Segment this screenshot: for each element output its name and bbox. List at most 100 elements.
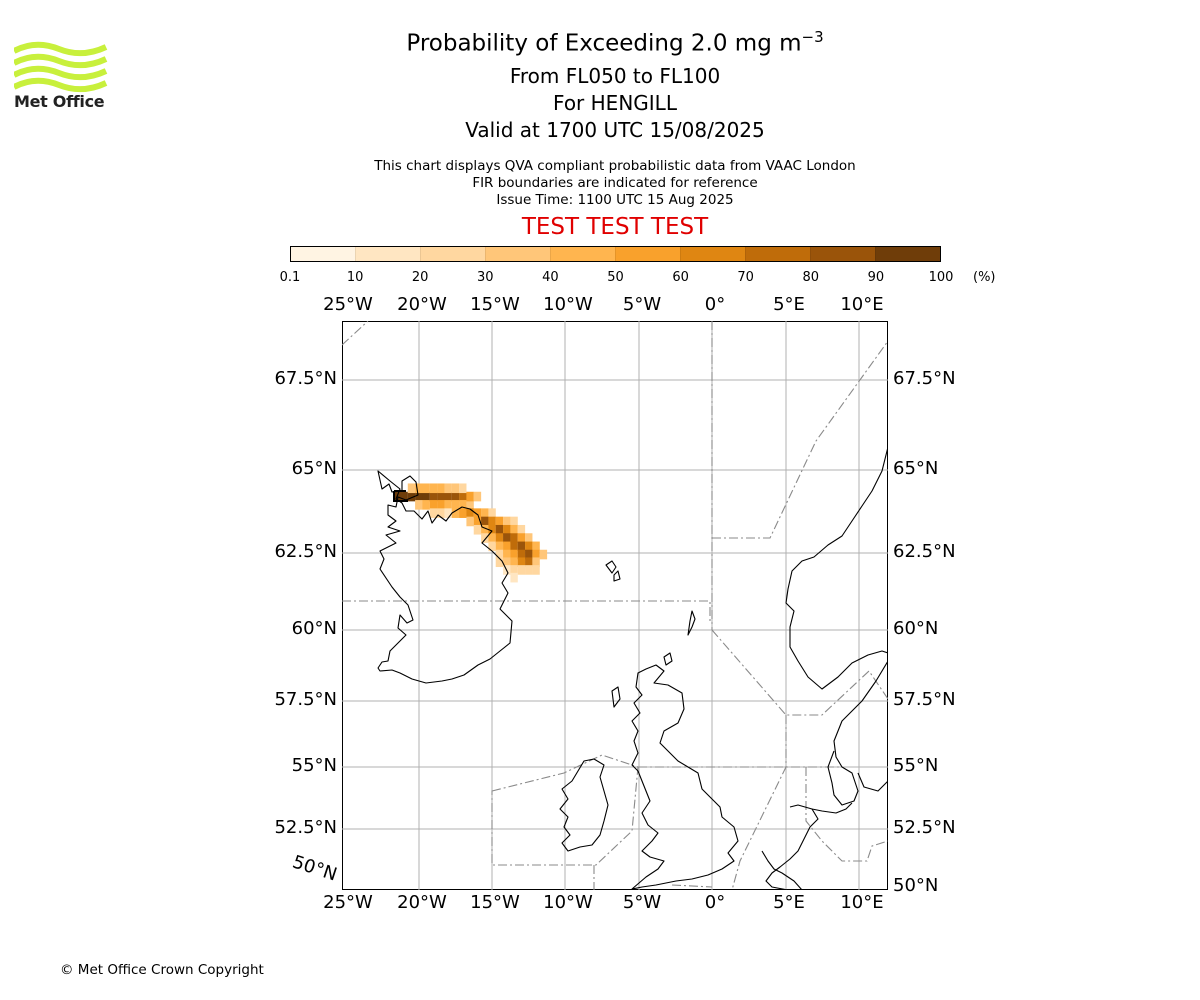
fir-line-norway <box>712 340 888 539</box>
test-banner: TEST TEST TEST <box>521 214 709 240</box>
plume-cell <box>451 483 460 494</box>
plume-cell <box>437 508 445 518</box>
plume-cell <box>473 508 482 518</box>
fir-note: FIR boundaries are indicated for referen… <box>472 175 758 191</box>
logo-wave-2 <box>14 53 108 69</box>
plume-cell <box>532 549 540 560</box>
plume-cell <box>517 565 526 575</box>
lon-label-bottom: 20°W <box>397 892 447 913</box>
lon-label-bottom: 15°W <box>470 892 520 913</box>
coast-germany <box>811 802 853 814</box>
colorbar-tick-label: 0.1 <box>279 270 301 285</box>
plume-cell <box>510 557 518 568</box>
fir-line-north-sea <box>711 629 888 716</box>
plume-cell <box>510 541 518 552</box>
fir-line-shanwick <box>491 754 639 866</box>
coastlines <box>377 446 888 890</box>
colorbar-segment <box>420 247 485 261</box>
plume-cell <box>473 524 482 535</box>
plume-cell <box>429 500 438 510</box>
colorbar-tick-label: 20 <box>411 270 429 285</box>
lat-label-left: 52.5°N <box>274 817 337 838</box>
plume-cell <box>437 491 445 502</box>
plume-cell <box>517 524 526 535</box>
lat-label-left: 67.5°N <box>274 368 337 389</box>
plume-cell <box>481 524 489 535</box>
plume-cell <box>488 541 496 552</box>
colorbar-segment <box>291 247 355 261</box>
plume-cell <box>466 508 474 518</box>
plume-cell <box>510 565 518 575</box>
issue-time: Issue Time: 1100 UTC 15 Aug 2025 <box>496 192 734 208</box>
plume-cell <box>459 508 467 518</box>
colorbar-segment <box>355 247 420 261</box>
colorbar-segment <box>745 247 810 261</box>
plume-cell <box>532 541 540 552</box>
plume-cell <box>525 565 533 575</box>
lat-label-right: 65°N <box>893 458 939 479</box>
plume-cell <box>407 491 416 502</box>
plume-cell <box>481 508 489 518</box>
lat-label-right: 55°N <box>893 755 939 776</box>
lat-label-left: 57.5°N <box>274 689 337 710</box>
plume-cell <box>488 516 496 527</box>
plume-cell <box>400 491 408 502</box>
colorbar-tick-label: 10 <box>346 270 364 285</box>
fir-line-61n <box>342 600 711 621</box>
coast-jutland <box>857 772 888 792</box>
lat-label-corner: 50°N <box>289 851 340 886</box>
lon-label-bottom: 5°W <box>622 892 662 913</box>
coast-scotland <box>631 664 739 890</box>
fir-line-france <box>671 884 713 888</box>
coast-hebrides <box>611 686 621 708</box>
fir-boundaries <box>342 321 888 890</box>
fir-line-top-left <box>342 321 369 346</box>
coast-orkney <box>663 652 673 666</box>
lon-label-top: 25°W <box>323 294 373 315</box>
plume-cell <box>503 524 511 535</box>
logo-wave-3 <box>14 65 108 81</box>
plume-cell <box>510 533 518 543</box>
plume-cell <box>525 549 533 560</box>
plume-cell <box>510 549 518 560</box>
plume-cell <box>495 549 504 560</box>
plume-cell <box>422 491 430 502</box>
plume-cell <box>517 533 526 543</box>
lon-label-bottom: 25°W <box>323 892 373 913</box>
lat-label-right: 50°N <box>893 875 939 896</box>
plume-cell <box>473 516 482 527</box>
plume-cell <box>503 549 511 560</box>
coast-sweden-denmark <box>827 660 888 806</box>
plume-cell <box>437 500 445 510</box>
colorbar-segment <box>485 247 550 261</box>
volcano-marker <box>393 490 408 502</box>
plume-cell <box>466 516 474 527</box>
plume-cell <box>429 508 438 518</box>
lat-label-left: 60°N <box>291 618 337 639</box>
coast-faroe-2 <box>613 570 621 582</box>
lat-label-left: 55°N <box>291 755 337 776</box>
plume-cell <box>466 500 474 510</box>
lon-label-top: 0° <box>704 294 726 315</box>
plume-cell <box>517 557 526 568</box>
lon-label-top: 5°E <box>773 294 805 315</box>
ash-plume-layer <box>393 483 548 583</box>
coast-shetland <box>687 610 696 636</box>
plume-cell <box>503 557 511 568</box>
plume-cell <box>503 541 511 552</box>
lon-label-bottom: 0° <box>704 892 726 913</box>
lat-label-right: 62.5°N <box>893 541 956 562</box>
lon-label-top: 10°E <box>840 294 884 315</box>
colorbar-tick-label: 100 <box>928 270 954 285</box>
logo-wave-4 <box>14 77 108 93</box>
flight-levels: From FL050 to FL100 <box>509 64 721 88</box>
plume-cell <box>495 557 504 568</box>
plume-cell <box>444 483 452 494</box>
coast-norway <box>785 446 888 690</box>
probability-colorbar <box>290 246 941 262</box>
valid-time: Valid at 1700 UTC 15/08/2025 <box>465 118 765 142</box>
colorbar-unit: (%) <box>973 270 996 285</box>
plume-cell <box>503 516 511 527</box>
plume-cell <box>495 541 504 552</box>
coast-ireland <box>559 758 609 852</box>
